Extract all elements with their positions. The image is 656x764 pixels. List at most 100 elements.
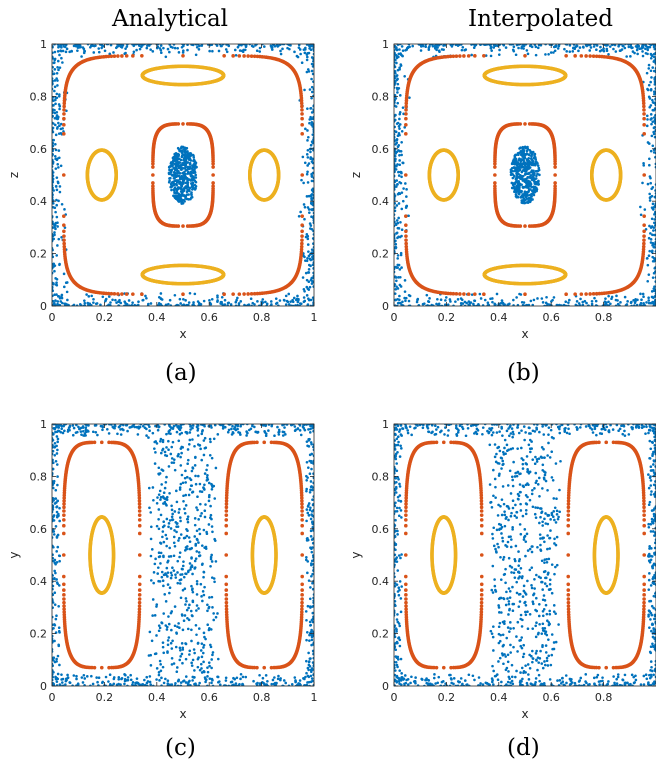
- point: [523, 190, 527, 194]
- point: [181, 53, 185, 58]
- point: [309, 227, 312, 230]
- point: [62, 238, 66, 242]
- point: [646, 118, 649, 121]
- point: [653, 47, 656, 51]
- point: [581, 45, 585, 49]
- point: [61, 173, 66, 177]
- point: [470, 293, 474, 296]
- point: [306, 206, 310, 209]
- point: [53, 233, 56, 237]
- point: [160, 51, 163, 54]
- point: [524, 177, 527, 181]
- point: [400, 228, 404, 231]
- point: [168, 298, 172, 302]
- point: [636, 44, 639, 47]
- point: [172, 176, 176, 180]
- point: [140, 54, 144, 58]
- point: [310, 85, 314, 89]
- point: [581, 303, 585, 306]
- point: [425, 293, 429, 297]
- point: [286, 300, 290, 304]
- series-a-2-superellipse: [61, 53, 305, 297]
- point: [396, 82, 400, 86]
- point: [256, 300, 259, 303]
- point: [405, 195, 408, 198]
- axes-box-a: [51, 43, 315, 307]
- point: [652, 229, 655, 232]
- point: [170, 163, 174, 167]
- point: [641, 181, 644, 185]
- point: [263, 45, 266, 48]
- point: [159, 48, 163, 52]
- point: [404, 299, 407, 303]
- point: [610, 44, 614, 46]
- point: [652, 301, 656, 305]
- point: [493, 181, 497, 185]
- point: [292, 296, 296, 300]
- point: [396, 254, 400, 257]
- point: [305, 58, 309, 62]
- point: [404, 98, 409, 103]
- point: [242, 292, 246, 296]
- point: [54, 283, 58, 286]
- point: [60, 46, 63, 49]
- point: [522, 201, 526, 205]
- series-a-4-ellipse: [140, 64, 226, 87]
- point: [67, 303, 70, 306]
- point: [583, 299, 587, 303]
- point: [649, 149, 653, 153]
- point: [52, 110, 54, 114]
- point: [312, 196, 314, 200]
- point: [297, 44, 301, 47]
- point: [437, 304, 440, 306]
- point: [177, 51, 181, 54]
- point: [404, 238, 408, 242]
- point: [650, 122, 653, 126]
- series-b-3-superellipse: [493, 122, 557, 228]
- point: [106, 291, 111, 296]
- point: [52, 98, 54, 102]
- point: [404, 206, 408, 209]
- point: [76, 46, 80, 49]
- point: [244, 45, 248, 49]
- point: [479, 297, 483, 300]
- point: [404, 108, 408, 112]
- point: [457, 44, 461, 47]
- point: [533, 44, 537, 46]
- point: [182, 178, 185, 181]
- point: [278, 299, 282, 302]
- point: [53, 231, 56, 234]
- point: [396, 91, 399, 94]
- point: [584, 292, 588, 296]
- point: [523, 122, 527, 126]
- point: [565, 44, 569, 46]
- point: [54, 167, 58, 170]
- point: [451, 44, 455, 46]
- point: [300, 132, 305, 136]
- point: [516, 151, 520, 155]
- point: [58, 297, 62, 300]
- point: [395, 185, 398, 188]
- point: [83, 49, 86, 53]
- point: [523, 224, 527, 228]
- point: [399, 181, 403, 185]
- point: [553, 186, 557, 191]
- point: [404, 132, 408, 136]
- point: [53, 223, 57, 227]
- point: [591, 292, 596, 296]
- point: [135, 48, 138, 52]
- point: [523, 146, 527, 149]
- point: [56, 50, 60, 53]
- point: [400, 45, 404, 48]
- point: [301, 276, 305, 279]
- point: [548, 44, 552, 46]
- point: [111, 298, 114, 302]
- point: [652, 55, 656, 59]
- point: [231, 54, 235, 58]
- point: [72, 303, 76, 306]
- point: [132, 50, 136, 54]
- point: [131, 301, 134, 304]
- column-title-analytical: Analytical: [112, 6, 229, 32]
- point: [607, 300, 610, 304]
- point: [514, 192, 518, 196]
